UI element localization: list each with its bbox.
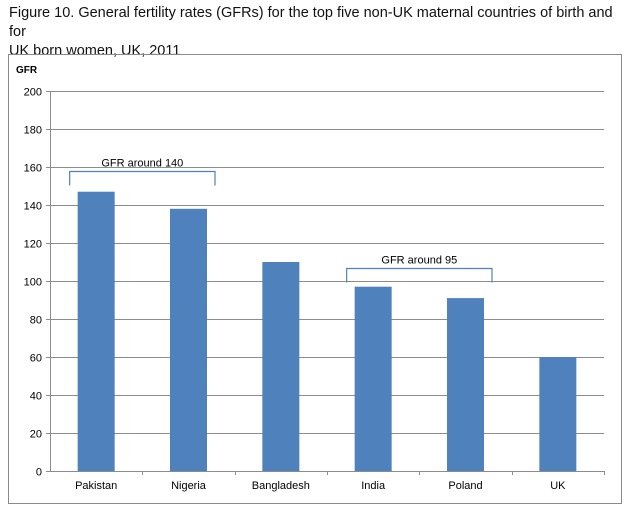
y-tick-label: 20 <box>30 429 42 441</box>
annotation-label: GFR around 95 <box>381 255 457 267</box>
y-tick-label: 80 <box>30 315 42 327</box>
bar <box>447 298 484 471</box>
y-axis-label: GFR <box>16 65 38 76</box>
bar <box>77 191 115 471</box>
x-tick-label: Poland <box>448 480 482 492</box>
bars <box>77 191 577 472</box>
bar <box>539 357 577 471</box>
y-tick-label: 180 <box>24 125 42 137</box>
y-tick-label: 160 <box>24 163 42 175</box>
bar <box>354 286 392 471</box>
bar <box>170 208 207 472</box>
annotation-bracket <box>69 170 216 186</box>
x-tick-label: Bangladesh <box>252 480 310 492</box>
x-tick-label: UK <box>550 480 566 492</box>
x-tick-label: Nigeria <box>171 480 207 492</box>
y-tick-label: 0 <box>36 467 42 479</box>
y-tick-label: 200 <box>24 87 42 99</box>
chart-frame <box>8 54 622 504</box>
annotation-label: GFR around 140 <box>101 158 183 170</box>
figure-title: Figure 10. General fertility rates (GFRs… <box>9 5 613 59</box>
gridlines <box>50 91 604 434</box>
x-tick-label: India <box>361 480 386 492</box>
axes: 0 20 40 60 80 100 120 140 160 180 200 Pakistan Niger… <box>24 87 605 492</box>
y-tick-label: 140 <box>24 201 42 213</box>
bar <box>262 262 300 471</box>
y-tick-label: 120 <box>24 239 42 251</box>
y-tick-label: 100 <box>24 277 42 289</box>
annotations: GFR around 140 GFR around 95 <box>69 158 493 283</box>
x-tick-label: Pakistan <box>75 480 117 492</box>
y-tick-label: 40 <box>30 391 42 403</box>
annotation-bracket <box>346 267 493 283</box>
y-tick-label: 60 <box>30 353 42 365</box>
